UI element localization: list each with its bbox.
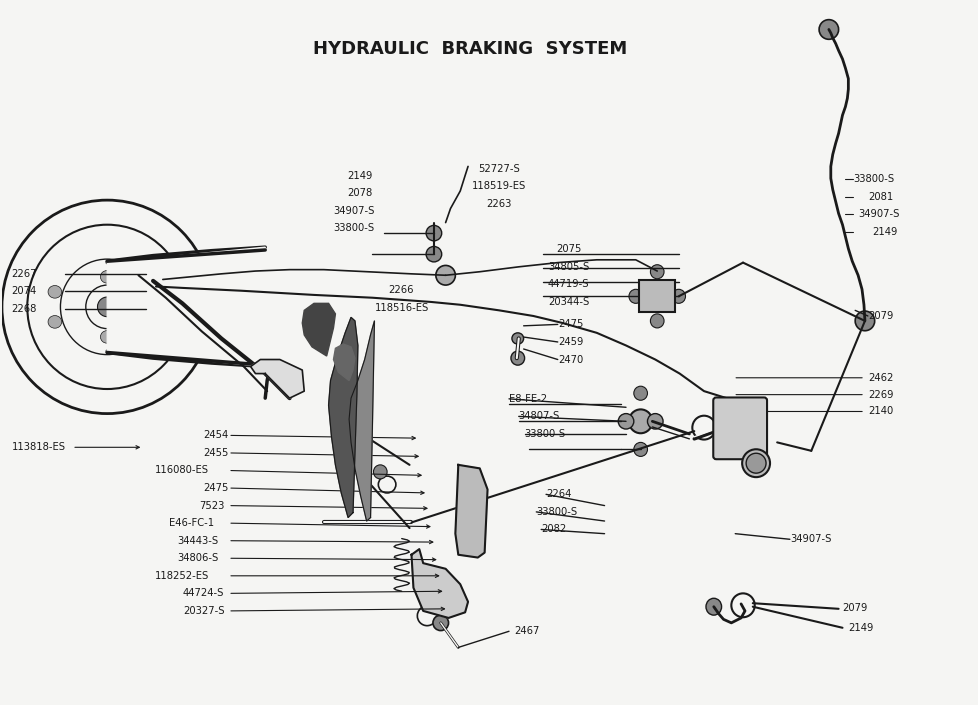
Circle shape bbox=[741, 449, 770, 477]
Ellipse shape bbox=[511, 333, 523, 344]
Text: 34806-S: 34806-S bbox=[177, 553, 218, 563]
Text: 2266: 2266 bbox=[387, 285, 413, 295]
Text: 118516-ES: 118516-ES bbox=[374, 302, 428, 312]
Text: HYDRAULIC  BRAKING  SYSTEM: HYDRAULIC BRAKING SYSTEM bbox=[313, 40, 627, 58]
Text: 2269: 2269 bbox=[867, 390, 893, 400]
Circle shape bbox=[745, 453, 765, 473]
Text: 2470: 2470 bbox=[557, 355, 583, 364]
Ellipse shape bbox=[425, 247, 441, 262]
Ellipse shape bbox=[48, 316, 62, 329]
Text: 44719-S: 44719-S bbox=[548, 279, 589, 289]
Ellipse shape bbox=[628, 289, 642, 303]
Ellipse shape bbox=[617, 414, 633, 429]
Ellipse shape bbox=[101, 331, 114, 343]
Text: 2075: 2075 bbox=[556, 244, 581, 255]
Polygon shape bbox=[108, 247, 265, 367]
Ellipse shape bbox=[649, 264, 663, 278]
Ellipse shape bbox=[646, 414, 662, 429]
Ellipse shape bbox=[633, 442, 646, 456]
Text: 2079: 2079 bbox=[842, 603, 867, 613]
Polygon shape bbox=[411, 549, 467, 618]
Ellipse shape bbox=[435, 265, 455, 285]
Polygon shape bbox=[455, 465, 487, 558]
Text: 34805-S: 34805-S bbox=[548, 262, 589, 272]
Text: 2459: 2459 bbox=[557, 337, 583, 347]
Polygon shape bbox=[349, 321, 374, 521]
Text: 2078: 2078 bbox=[347, 188, 372, 198]
Polygon shape bbox=[250, 360, 304, 398]
Text: 2082: 2082 bbox=[541, 525, 566, 534]
Text: 2462: 2462 bbox=[867, 373, 892, 383]
Ellipse shape bbox=[465, 488, 474, 498]
Text: 113818-ES: 113818-ES bbox=[12, 442, 66, 453]
Ellipse shape bbox=[425, 226, 441, 241]
Ellipse shape bbox=[511, 351, 524, 365]
Ellipse shape bbox=[465, 505, 474, 515]
Text: 2475: 2475 bbox=[557, 319, 583, 329]
Polygon shape bbox=[333, 344, 355, 381]
Text: 34443-S: 34443-S bbox=[177, 536, 218, 546]
Text: 2467: 2467 bbox=[513, 625, 539, 636]
Ellipse shape bbox=[432, 615, 448, 630]
Text: 33800-S: 33800-S bbox=[853, 174, 894, 184]
Ellipse shape bbox=[671, 289, 685, 303]
Text: 7523: 7523 bbox=[199, 501, 224, 510]
Text: 2149: 2149 bbox=[848, 623, 872, 633]
Text: 118519-ES: 118519-ES bbox=[471, 181, 525, 191]
Text: 34807-S: 34807-S bbox=[518, 412, 559, 422]
Text: 2475: 2475 bbox=[202, 483, 228, 493]
Ellipse shape bbox=[48, 286, 62, 298]
FancyBboxPatch shape bbox=[639, 281, 675, 312]
Text: 33800-S: 33800-S bbox=[536, 507, 577, 517]
Text: 34907-S: 34907-S bbox=[789, 534, 830, 544]
Text: 52727-S: 52727-S bbox=[477, 164, 519, 173]
Ellipse shape bbox=[633, 386, 646, 400]
Ellipse shape bbox=[153, 286, 166, 298]
Polygon shape bbox=[329, 317, 358, 517]
Text: 2074: 2074 bbox=[12, 286, 37, 296]
Polygon shape bbox=[302, 303, 335, 356]
Text: 2268: 2268 bbox=[12, 304, 37, 314]
Text: 2140: 2140 bbox=[867, 407, 892, 417]
Text: 2455: 2455 bbox=[202, 448, 228, 458]
Text: 33800-S: 33800-S bbox=[524, 429, 565, 439]
Text: 20327-S: 20327-S bbox=[183, 606, 224, 616]
Ellipse shape bbox=[855, 311, 873, 331]
Text: 44724-S: 44724-S bbox=[183, 589, 224, 599]
Text: 118252-ES: 118252-ES bbox=[155, 571, 208, 581]
Ellipse shape bbox=[628, 410, 651, 434]
Text: 34907-S: 34907-S bbox=[858, 209, 899, 219]
Ellipse shape bbox=[101, 271, 114, 283]
Text: 34907-S: 34907-S bbox=[333, 206, 375, 216]
Text: E8-FE-2: E8-FE-2 bbox=[509, 394, 547, 404]
Text: 2263: 2263 bbox=[486, 199, 511, 209]
Text: 2081: 2081 bbox=[867, 192, 892, 202]
Text: E46-FC-1: E46-FC-1 bbox=[169, 518, 214, 528]
Ellipse shape bbox=[649, 314, 663, 328]
Text: 2149: 2149 bbox=[347, 171, 372, 180]
FancyBboxPatch shape bbox=[713, 398, 767, 459]
Text: 20344-S: 20344-S bbox=[548, 297, 589, 307]
Ellipse shape bbox=[373, 465, 386, 479]
Text: 2267: 2267 bbox=[12, 269, 37, 279]
Ellipse shape bbox=[705, 599, 721, 615]
Text: 116080-ES: 116080-ES bbox=[155, 465, 208, 475]
Text: 33800-S: 33800-S bbox=[333, 223, 375, 233]
Ellipse shape bbox=[465, 527, 474, 537]
Ellipse shape bbox=[153, 316, 166, 329]
Text: 2264: 2264 bbox=[546, 489, 571, 499]
Ellipse shape bbox=[98, 297, 117, 317]
Text: 2149: 2149 bbox=[871, 227, 897, 237]
Ellipse shape bbox=[819, 20, 838, 39]
Text: 2454: 2454 bbox=[202, 430, 228, 441]
Text: 2079: 2079 bbox=[867, 311, 892, 321]
